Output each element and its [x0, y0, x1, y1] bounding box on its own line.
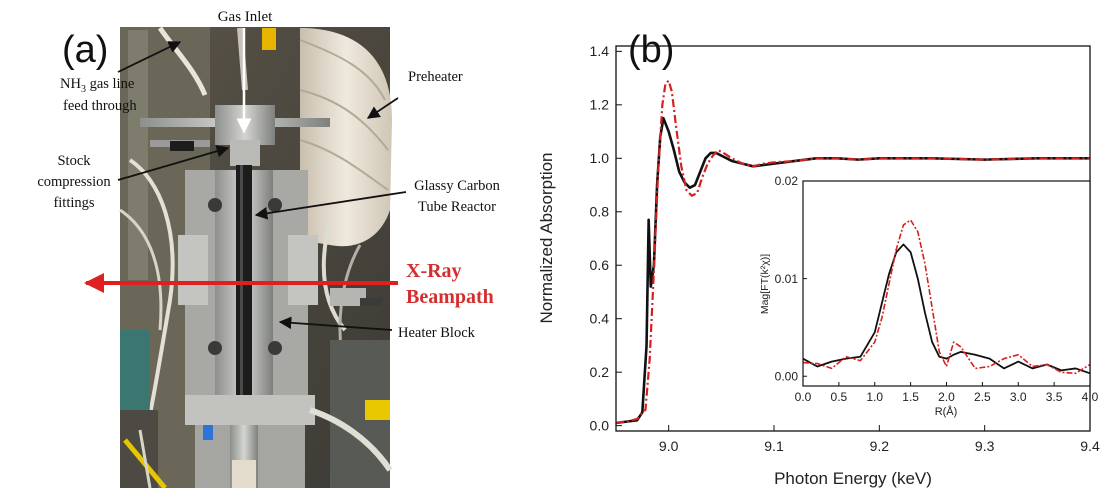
- main-y-axis-label: Normalized Absorption: [537, 152, 556, 323]
- gas-inlet-label: Gas Inlet: [218, 9, 273, 25]
- main-x-tick-label: 9.3: [975, 438, 995, 454]
- main-y-tick-label: 1.0: [590, 150, 610, 166]
- inset-series-group: [802, 219, 1091, 375]
- inset-series-1-line: [802, 243, 1091, 375]
- reactor-photo-panel: (a) Gas Inlet NH3 gas line feed through …: [37, 9, 501, 488]
- nh3-arrow: [117, 41, 182, 73]
- heater-label: Heater Block: [398, 325, 476, 341]
- panel-b-label: (b): [628, 29, 674, 71]
- main-y-axis: 0.0 0.2 0.4 0.6 0.8 1.0 1.2 1.4: [590, 43, 622, 434]
- inset-y-tick-label: 0.01: [775, 272, 799, 286]
- main-y-tick-label: 1.2: [590, 97, 610, 113]
- stock-arrow: [117, 145, 230, 181]
- main-x-tick-label: 9.0: [659, 438, 679, 454]
- preheater-arrow: [366, 97, 399, 119]
- inset-background: [803, 181, 1090, 386]
- nh3-label-line2: feed through: [63, 98, 137, 114]
- inset-x-tick-label: 0.0: [795, 390, 812, 404]
- inset-x-tick-label: 2.0: [938, 390, 955, 404]
- annotation-arrows: [117, 28, 407, 331]
- stock-label-line3: fittings: [53, 195, 94, 211]
- inset-x-tick-label: 3.0: [1010, 390, 1027, 404]
- glassy-label-line2: Tube Reactor: [418, 199, 496, 215]
- inset-x-tick-label: 4.0: [1082, 390, 1099, 404]
- main-series-2-line: [615, 79, 1090, 425]
- inset-y-axis-label: Mag[FT(k²χ)]: [759, 254, 771, 314]
- heater-arrow: [278, 316, 393, 331]
- glassy-label-line1: Glassy Carbon: [414, 178, 501, 194]
- main-x-tick-label: 9.1: [764, 438, 784, 454]
- glassy-arrow: [254, 191, 407, 220]
- stock-label-line1: Stock: [57, 153, 91, 169]
- inset-x-tick-label: 3.5: [1046, 390, 1063, 404]
- inset-x-tick-label: 0.5: [831, 390, 848, 404]
- xray-label-line1: X-Ray: [406, 260, 462, 282]
- inset-y-axis: 0.00 0.01 0.02: [775, 174, 807, 383]
- main-y-tick-label: 0.8: [590, 204, 610, 220]
- inset-x-tick-label: 1.5: [902, 390, 919, 404]
- main-y-tick-label: 0.0: [590, 418, 610, 434]
- inset-x-tick-label: 1.0: [866, 390, 883, 404]
- xanes-chart-panel: (b) 0.00.20.40.60.81.01.21.4 9.0 9.1 9.2 9.…: [537, 29, 1100, 488]
- inset-y-tick-label: 0.02: [775, 174, 799, 188]
- main-x-axis-label: Photon Energy (keV): [774, 469, 932, 488]
- panel-a-label: (a): [62, 29, 108, 71]
- main-y-tick-label: 0.2: [590, 364, 610, 380]
- main-series-group: [615, 79, 1090, 425]
- xray-label-line2: Beampath: [406, 286, 494, 308]
- main-x-axis: 9.0 9.1 9.2 9.3 9.4: [659, 425, 1100, 454]
- inset-series-2-line: [802, 219, 1091, 375]
- reactor-photograph: [119, 26, 393, 488]
- nh3-label-line1: NH3 gas line: [60, 76, 134, 95]
- inset-x-axis: 0.0 0.5 1.0 1.5 2.0 2.5 3.0 3.5 4.0: [795, 382, 1099, 404]
- main-y-tick-label: 0.4: [590, 311, 610, 327]
- main-y-tick-label: 0.6: [590, 257, 610, 273]
- inset-y-tick-label: 0.00: [775, 369, 799, 383]
- main-x-tick-label: 9.4: [1080, 438, 1100, 454]
- inset-x-tick-label: 2.5: [974, 390, 991, 404]
- main-x-tick-label: 9.2: [870, 438, 890, 454]
- stock-label-line2: compression: [37, 174, 111, 190]
- inset-x-axis-label: R(Å): [935, 405, 958, 418]
- inset-exafs-chart: 0.00 0.01 0.02 0.0 0.5 1.0 1.5 2.0 2.5 3.0 3.5 4.0…: [759, 174, 1099, 418]
- preheater-label: Preheater: [408, 69, 463, 85]
- main-y-tick-label: 1.4: [590, 43, 610, 59]
